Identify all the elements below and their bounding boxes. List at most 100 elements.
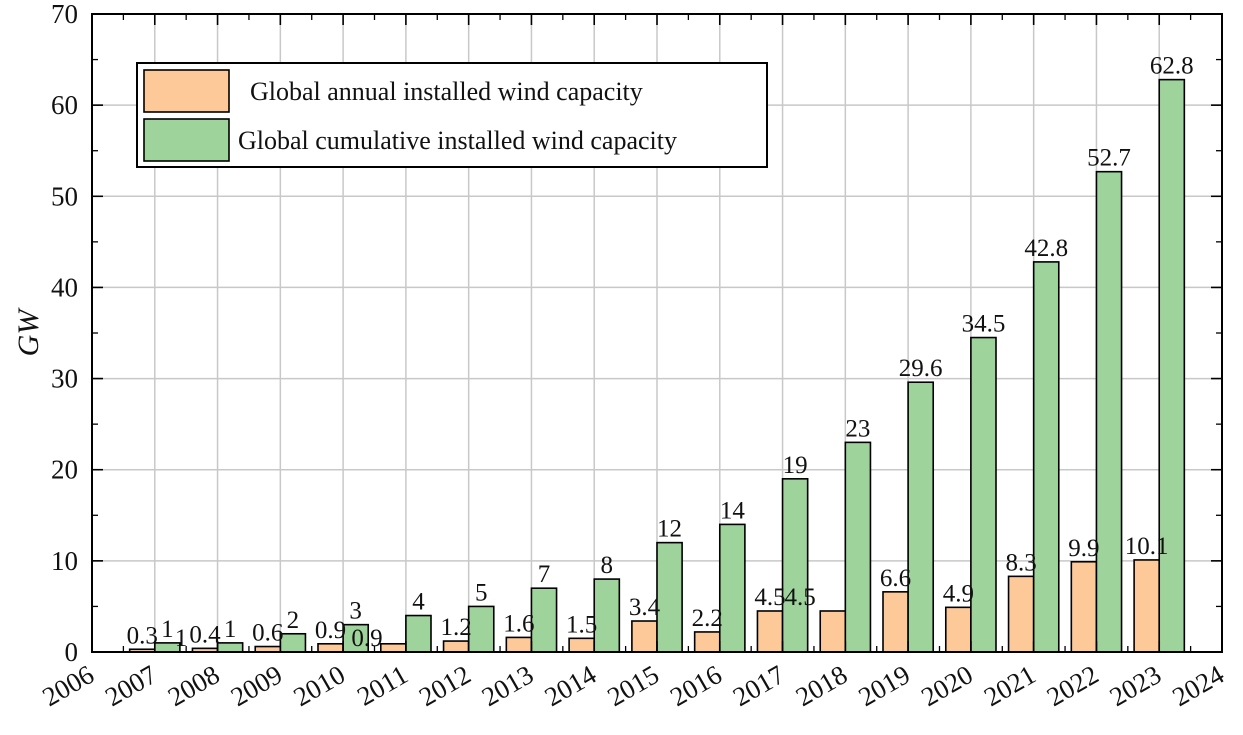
x-tick-label: 2015 (602, 659, 664, 712)
annual-bar (1133, 559, 1161, 653)
cumulative-bar (1032, 261, 1060, 653)
x-tick-label: 2020 (916, 659, 978, 712)
annual-value-label: 0.9 (315, 617, 346, 644)
annual-value-label: 2.2 (692, 605, 723, 632)
cumulative-bar (718, 523, 746, 653)
y-tick-label: 0 (65, 637, 79, 667)
cumulative-value-label: 12 (657, 516, 682, 543)
annual-value-label: 8.3 (1005, 549, 1036, 576)
annual-bar (317, 642, 344, 653)
cumulative-value-label: 3 (349, 598, 362, 625)
y-tick-label: 50 (51, 181, 78, 211)
cumulative-bar (593, 578, 621, 653)
x-tick-label: 2017 (728, 659, 790, 712)
x-tick-label: 2023 (1104, 659, 1166, 712)
cumulative-bar (342, 623, 370, 653)
annual-value-label: 4.5 (754, 584, 785, 611)
y-tick-label: 10 (51, 546, 78, 576)
annual-value-label: 9.9 (1068, 535, 1099, 562)
legend-swatch-cumulative (143, 118, 230, 162)
x-tick-label: 2006 (37, 659, 99, 712)
x-tick-label: 2018 (791, 659, 853, 712)
cumulative-value-label: 1 (161, 616, 174, 643)
annual-value-label: 6.6 (880, 565, 911, 592)
annual-bar (819, 610, 847, 653)
cumulative-bar (1095, 170, 1123, 653)
x-tick-label: 2021 (979, 659, 1041, 712)
annual-value-label: 4.9 (943, 580, 974, 607)
cumulative-bar (279, 632, 307, 653)
x-tick-label: 2013 (477, 659, 539, 712)
cumulative-value-label: 5 (475, 579, 488, 606)
annual-bar (882, 591, 909, 653)
annual-bar (693, 631, 721, 653)
x-tick-label: 2008 (163, 659, 225, 712)
cumulative-value-label: 29.6 (899, 355, 943, 382)
plot-frame (91, 13, 1223, 653)
cumulative-bar (405, 614, 432, 653)
cumulative-value-label: 7 (538, 561, 551, 588)
x-tick-label: 2014 (539, 659, 601, 712)
annual-bar (944, 606, 972, 653)
annual-bar (1070, 560, 1098, 653)
cumulative-value-label: 34.5 (962, 311, 1006, 338)
cumulative-bar (907, 381, 935, 653)
cumulative-bar (530, 587, 558, 653)
cumulative-value-label: 62.8 (1150, 53, 1194, 80)
annual-bar (631, 620, 658, 653)
annual-bar (379, 642, 407, 653)
y-tick-label: 40 (51, 272, 78, 302)
annual-bar (442, 640, 470, 653)
x-tick-label: 2007 (100, 659, 162, 712)
cumulative-bar (216, 642, 244, 653)
y-axis-title: GW (12, 307, 45, 357)
legend-label-cumulative: Global cumulative installed wind capacit… (238, 126, 677, 155)
annual-value-label: 0.4 (189, 621, 221, 648)
legend-label-annual: Global annual installed wind capacity (250, 77, 643, 106)
y-tick-label: 70 (51, 0, 78, 29)
cumulative-value-label: 4 (412, 589, 425, 616)
cumulative-bar (970, 336, 997, 653)
annual-value-label: 0.3 (127, 622, 158, 649)
y-tick-label: 30 (51, 364, 78, 394)
annual-value-label: 1.5 (566, 611, 597, 638)
annual-value-label: 1.6 (503, 610, 534, 637)
cumulative-value-label: 8 (601, 552, 614, 579)
x-tick-label: 2011 (352, 659, 413, 711)
bars (128, 78, 1186, 653)
extra-value-label: 0.9 (351, 625, 382, 652)
x-tick-label: 2022 (1042, 659, 1104, 712)
cumulative-value-label: 19 (783, 452, 808, 479)
x-tick-label: 2012 (414, 659, 476, 712)
x-tick-label: 2016 (665, 659, 727, 712)
cumulative-value-label: 42.8 (1024, 235, 1068, 262)
annual-bar (505, 636, 533, 653)
x-tick-label: 2010 (288, 659, 350, 712)
cumulative-value-label: 23 (845, 415, 870, 442)
annual-bar (1007, 575, 1035, 653)
cumulative-value-label: 14 (720, 497, 746, 524)
cumulative-bar (656, 541, 683, 653)
annual-value-label: 10.1 (1125, 533, 1169, 560)
annual-bar (756, 610, 784, 653)
cumulative-value-label: 2 (287, 607, 300, 634)
cumulative-bar (781, 478, 809, 653)
cumulative-value-label: 1 (224, 616, 237, 643)
legend-box (136, 62, 768, 168)
x-tick-label: 2024 (1167, 659, 1229, 712)
x-tick-label: 2019 (853, 659, 915, 712)
data-labels: 0.3 0.4 0.6 0.9 1.2 1.6 1.5 3.4 2.2 4.5 6.6 4.9 8.3 9… (127, 53, 1194, 652)
cumulative-bar (844, 441, 872, 653)
x-tick-label: 2009 (226, 659, 288, 712)
cumulative-value-label: 52.7 (1087, 145, 1131, 172)
y-tick-label: 20 (51, 455, 78, 485)
annual-value-label: 0.6 (252, 620, 283, 647)
annual-value-label: 3.4 (629, 594, 661, 621)
cumulative-bar (467, 605, 495, 653)
cumulative-bar (1158, 78, 1186, 653)
extra-value-label: 4.5 (785, 584, 816, 611)
annual-value-label: 1.2 (440, 614, 471, 641)
legend-swatch-annual (143, 69, 230, 113)
